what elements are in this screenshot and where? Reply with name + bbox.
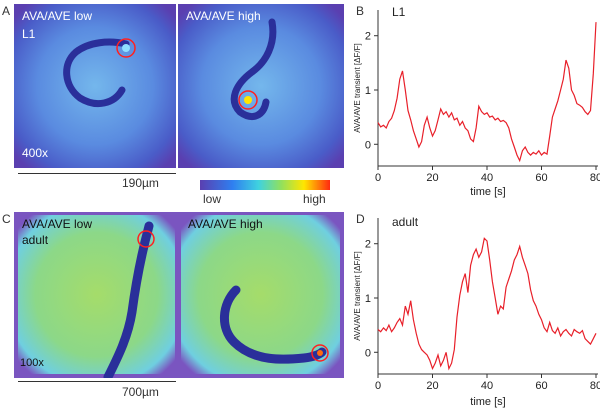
- panel-a-left-label: AVA/AVE low: [22, 9, 93, 23]
- chart-d-xtick-label: 80: [590, 380, 600, 392]
- chart-d: adult 0 20 40 60 80 0 1 2 time [s] AVA/AVE tran…: [353, 215, 600, 408]
- chart-b-ytick-label: 2: [365, 31, 371, 43]
- panel-c-magnification: 100x: [20, 357, 44, 369]
- chart-d-xtick-label: 0: [375, 380, 381, 392]
- chart-b-ylabel: AVA/AVE transient [ΔF/F]: [353, 43, 362, 132]
- neuron-c-right: [317, 350, 323, 356]
- chart-b-ytick-label: 1: [365, 85, 371, 97]
- worm-c-left: [103, 221, 154, 378]
- worm-c-right: [220, 285, 327, 364]
- worm-a-right: [230, 18, 277, 120]
- scale-bar-c-label: 700µm: [122, 385, 159, 399]
- panel-c-left-label: AVA/AVE low: [22, 217, 93, 231]
- panel-c-letter: C: [2, 212, 11, 226]
- chart-b-title: L1: [392, 5, 406, 19]
- panel-a-magnification: 400x: [22, 146, 49, 160]
- colorbar-low-label: low: [203, 192, 222, 206]
- panel-a-letter: A: [2, 4, 11, 18]
- chart-d-title: adult: [392, 215, 419, 229]
- chart-b: L1 0 20 40 60 80 0 1 2 time [s] AVA/AVE transie…: [353, 5, 600, 198]
- panel-a-left-frame: [14, 4, 176, 168]
- panel-a-stage-label: L1: [22, 27, 36, 41]
- chart-b-xtick-label: 40: [481, 172, 493, 184]
- panel-d-letter: D: [356, 212, 365, 226]
- chart-b-xtick-label: 20: [426, 172, 438, 184]
- scale-bar-a: [18, 173, 176, 174]
- panel-c-right-label: AVA/AVE high: [188, 217, 263, 231]
- chart-b-xtick-label: 80: [590, 172, 600, 184]
- chart-d-xlabel: time [s]: [470, 396, 505, 408]
- chart-d-ytick-label: 2: [365, 239, 371, 251]
- panel-c-image: [14, 212, 344, 378]
- chart-b-ytick-label: 0: [365, 139, 371, 151]
- chart-d-ylabel: AVA/AVE transient [ΔF/F]: [353, 251, 362, 340]
- panel-a-image: [14, 4, 344, 168]
- scale-bar-c: [18, 381, 176, 382]
- chart-b-xlabel: time [s]: [470, 186, 505, 198]
- worm-a-left: [63, 38, 130, 108]
- panel-b-letter: B: [356, 4, 365, 18]
- panel-a-right-label: AVA/AVE high: [186, 9, 261, 23]
- chart-b-xtick-label: 0: [375, 172, 381, 184]
- scale-bar-a-label: 190µm: [122, 176, 159, 190]
- chart-b-series-line: [377, 22, 597, 163]
- chart-d-ytick-label: 0: [365, 347, 371, 359]
- chart-d-series-line: [377, 237, 597, 371]
- chart-d-xtick-label: 20: [426, 380, 438, 392]
- panel-c-stage-label: adult: [22, 233, 49, 247]
- panel-c-left-frame: [18, 215, 175, 374]
- colorbar-high-label: high: [303, 192, 326, 206]
- chart-b-xtick-label: 60: [535, 172, 547, 184]
- neuron-a-right: [244, 96, 252, 104]
- colorbar: [200, 177, 330, 190]
- roi-circle-a-left: [116, 38, 136, 58]
- chart-d-xtick-label: 60: [535, 380, 547, 392]
- roi-circle-c-left: [137, 230, 155, 248]
- chart-d-xtick-label: 40: [481, 380, 493, 392]
- panel-a-right-frame: [178, 4, 344, 168]
- roi-circle-c-right: [311, 344, 329, 362]
- panel-c-right-frame: [181, 215, 340, 374]
- neuron-a-left: [122, 44, 130, 52]
- chart-d-ytick-label: 1: [365, 293, 371, 305]
- chart-b-title-group: L1: [392, 5, 406, 19]
- roi-circle-a-right: [238, 90, 258, 110]
